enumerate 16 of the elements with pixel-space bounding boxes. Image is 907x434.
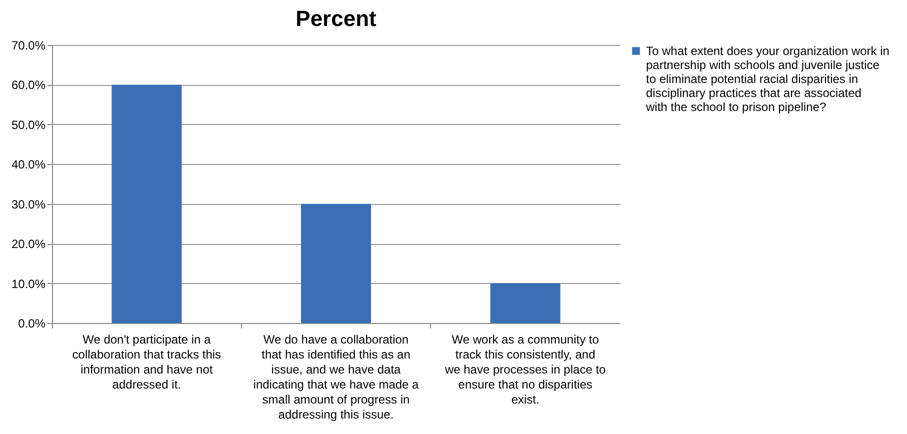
- legend-label: To what extent does your organization work in partnership with schools and juvenile justice to eliminate potential racial disparities in disciplinary practices that are associated with the school to prison pipeline?: [645, 44, 890, 114]
- chart-title: Percent: [296, 6, 378, 31]
- x-tick-label: We do have a collaboration that has identified this as an issue, and we have data indicating that we have made a small amount of progress in addressing this issue.: [253, 332, 420, 422]
- bar: [490, 283, 560, 323]
- y-tick-label: 30.0%: [11, 197, 46, 212]
- y-tick-label: 10.0%: [11, 276, 46, 291]
- x-tick-label: We don't participate in a collaboration that tracks this information and have not addressed it.: [72, 332, 222, 392]
- y-tick-label: 0.0%: [18, 316, 46, 330]
- y-tick-label: 20.0%: [11, 237, 46, 252]
- x-tick-label: We work as a community to track this consistently, and we have processes in place to ensure that no disparities exist.: [444, 332, 606, 406]
- y-tick-label: 50.0%: [11, 118, 46, 132]
- y-tick-label: 40.0%: [11, 158, 46, 172]
- bar: [301, 204, 371, 323]
- y-tick-label: 60.0%: [11, 78, 46, 92]
- y-tick-label: 70.0%: [11, 38, 46, 52]
- bar: [112, 84, 182, 323]
